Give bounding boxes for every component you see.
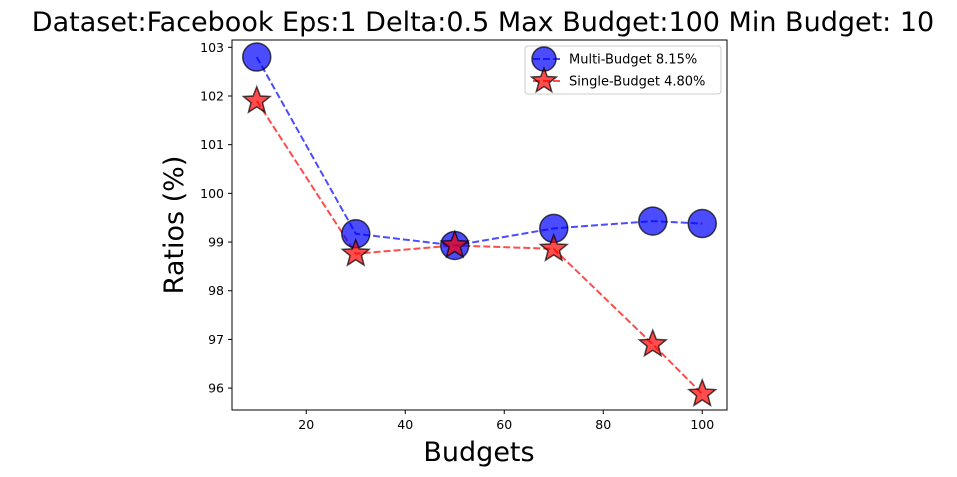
series-1-point: [687, 208, 717, 239]
y-tick-label: 98: [208, 283, 224, 298]
x-tick-label: 40: [397, 417, 413, 432]
series-1-point: [638, 206, 668, 236]
y-tick-label: 103: [200, 40, 224, 55]
series-2-point: [340, 237, 372, 267]
series-2-point: [439, 229, 471, 259]
legend-box: [524, 45, 722, 95]
x-tick-label: 80: [595, 417, 611, 432]
chart-title: Dataset:Facebook Eps:1 Delta:0.5 Max Bud…: [32, 7, 934, 38]
plot-frame: [231, 39, 728, 411]
x-tick-label: 20: [298, 417, 314, 432]
x-axis-ticks: 20 40 60 80 100: [298, 410, 714, 432]
y-tick-label: 99: [208, 235, 224, 250]
y-axis-ticks: 96 97 98 99 100 101 102 103: [200, 40, 232, 396]
y-tick-label: 100: [200, 186, 224, 201]
series-2-point: [241, 84, 273, 114]
series-2-point: [637, 328, 669, 358]
y-tick-label: 102: [200, 88, 224, 103]
plot-area: [241, 42, 718, 407]
x-tick-label: 60: [496, 417, 512, 432]
y-axis-label: Ratios (%): [159, 156, 190, 295]
legend-label-2: Single-Budget 4.80%: [569, 75, 705, 90]
series-1-point: [242, 42, 272, 72]
legend-marker-2: [529, 65, 559, 94]
y-tick-label: 97: [208, 332, 224, 347]
series-2-point: [686, 377, 718, 407]
legend-label-1: Multi-Budget 8.15%: [569, 53, 697, 68]
legend: Multi-Budget 8.15% Single-Budget 4.80%: [524, 45, 722, 95]
y-tick-label: 101: [200, 137, 224, 152]
x-tick-label: 100: [690, 417, 714, 432]
series-2-point: [538, 232, 570, 262]
series-line-2: [255, 100, 703, 395]
x-axis-label: Budgets: [423, 437, 534, 468]
y-tick-label: 96: [208, 381, 224, 396]
